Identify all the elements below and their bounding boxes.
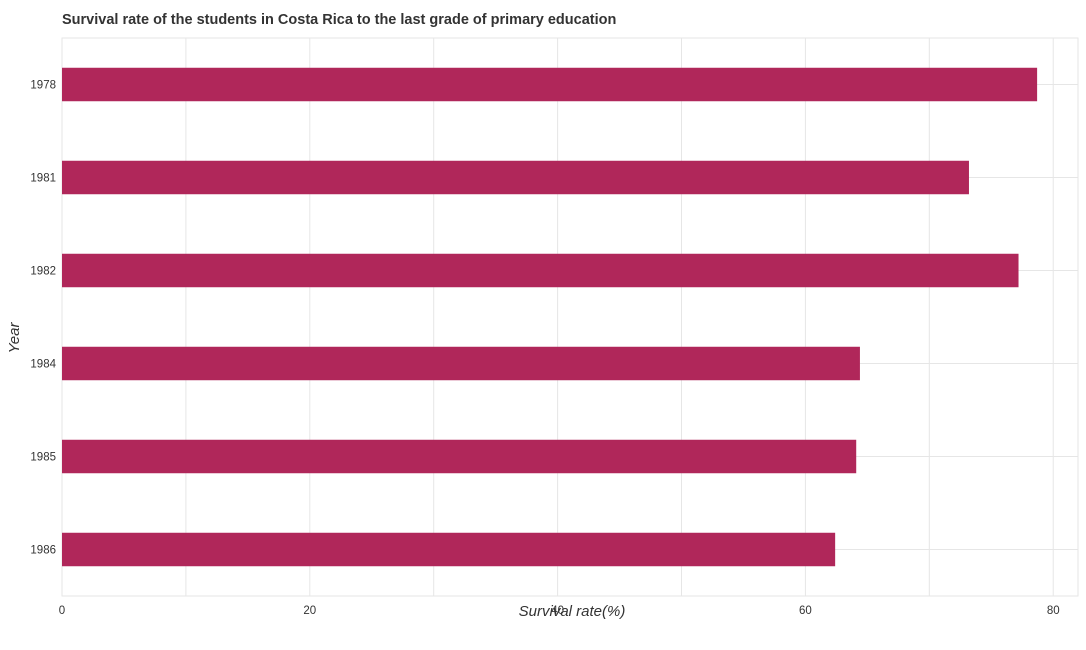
- x-tick-label: 40: [551, 605, 564, 617]
- bar-1981: [62, 160, 969, 195]
- plot-border: [61, 37, 1079, 597]
- bars: [62, 67, 1038, 567]
- x-tick-label: 80: [1047, 605, 1060, 617]
- y-axis-label: Year: [6, 322, 23, 354]
- bar-1978: [62, 67, 1038, 102]
- bar-1982: [62, 253, 1019, 288]
- bar-1985: [62, 439, 857, 474]
- y-tick-label: 1985: [30, 452, 56, 464]
- y-tick-label: 1986: [30, 545, 56, 557]
- axes: 0 20 40 60 80 1978 1981 1982 1984 1985 1986: [30, 80, 1059, 618]
- y-tick-label: 1978: [30, 80, 56, 92]
- x-axis-label: Survival rate(%): [519, 603, 626, 620]
- bar-1984: [62, 346, 860, 381]
- y-tick-label: 1984: [30, 359, 56, 371]
- bar-1986: [62, 532, 836, 567]
- x-tick-label: 60: [799, 605, 812, 617]
- y-tick-label: 1981: [30, 173, 56, 185]
- y-tick-label: 1982: [30, 266, 56, 278]
- x-tick-label: 0: [59, 605, 65, 617]
- x-tick-label: 20: [303, 605, 316, 617]
- chart-title: Survival rate of the students in Costa R…: [62, 12, 616, 28]
- gridlines: [61, 37, 1079, 597]
